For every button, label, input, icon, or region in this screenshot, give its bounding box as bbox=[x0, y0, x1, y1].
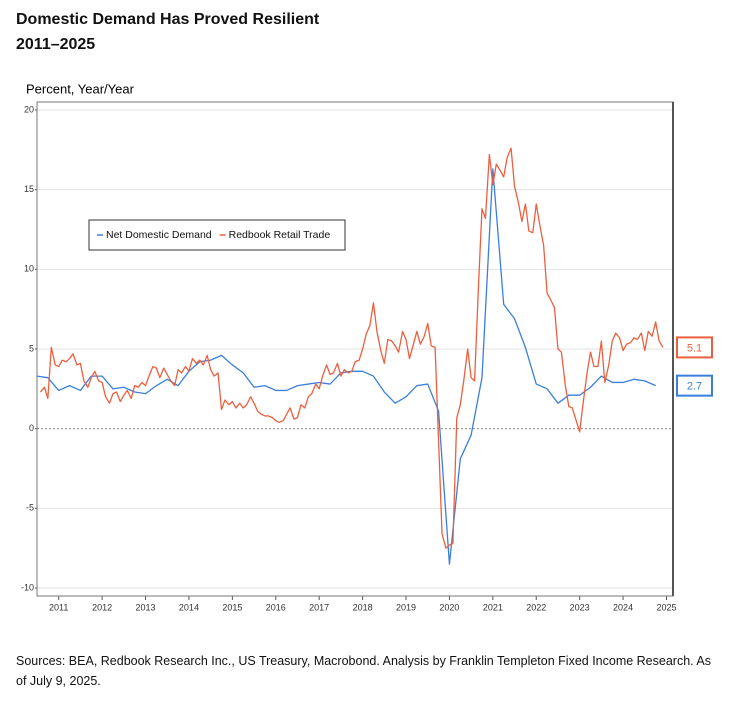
chart: Percent, Year/Year -10 -5 0 5 10 15 20 2011 2012… bbox=[21, 81, 713, 612]
y-tick-label: 20 bbox=[24, 104, 34, 114]
x-tick-label: 2016 bbox=[266, 602, 286, 612]
x-tick-label: 2024 bbox=[613, 602, 633, 612]
legend-label: Net Domestic Demand bbox=[106, 229, 212, 241]
x-tick-label: 2021 bbox=[483, 602, 503, 612]
y-axis-label: Percent, Year/Year bbox=[26, 81, 135, 96]
x-tick-label: 2022 bbox=[526, 602, 546, 612]
legend-label: Redbook Retail Trade bbox=[229, 229, 331, 241]
chart-title: Domestic Demand Has Proved Resilient bbox=[16, 11, 320, 28]
legend: Net Domestic Demand Redbook Retail Trade bbox=[88, 219, 346, 251]
end-label: 5.1 bbox=[687, 342, 702, 354]
chart-subtitle: 2011–2025 bbox=[16, 36, 96, 53]
end-label: 2.7 bbox=[687, 381, 702, 393]
x-tick-label: 2013 bbox=[136, 602, 156, 612]
x-tick-label: 2012 bbox=[92, 602, 112, 612]
y-tick-label: 0 bbox=[29, 423, 34, 433]
x-tick-label: 2025 bbox=[656, 602, 676, 612]
x-tick-label: 2019 bbox=[396, 602, 416, 612]
x-tick-label: 2020 bbox=[439, 602, 459, 612]
y-tick-label: 15 bbox=[24, 184, 34, 194]
x-tick-label: 2023 bbox=[570, 602, 590, 612]
source-note: Sources: BEA, Redbook Research Inc., US … bbox=[16, 654, 711, 688]
end-label-box bbox=[676, 336, 713, 359]
y-tick-label: -5 bbox=[26, 503, 34, 513]
legend-box bbox=[88, 219, 346, 251]
y-tick-label: -10 bbox=[21, 582, 34, 592]
y-tick-label: 10 bbox=[24, 264, 34, 274]
x-tick-label: 2017 bbox=[309, 602, 329, 612]
y-tick-label: 5 bbox=[29, 343, 34, 353]
end-label-box bbox=[676, 374, 713, 397]
x-tick-label: 2018 bbox=[353, 602, 373, 612]
x-tick-label: 2014 bbox=[179, 602, 199, 612]
x-tick-label: 2011 bbox=[49, 602, 68, 612]
x-tick-label: 2015 bbox=[222, 602, 242, 612]
series-line bbox=[39, 147, 664, 549]
